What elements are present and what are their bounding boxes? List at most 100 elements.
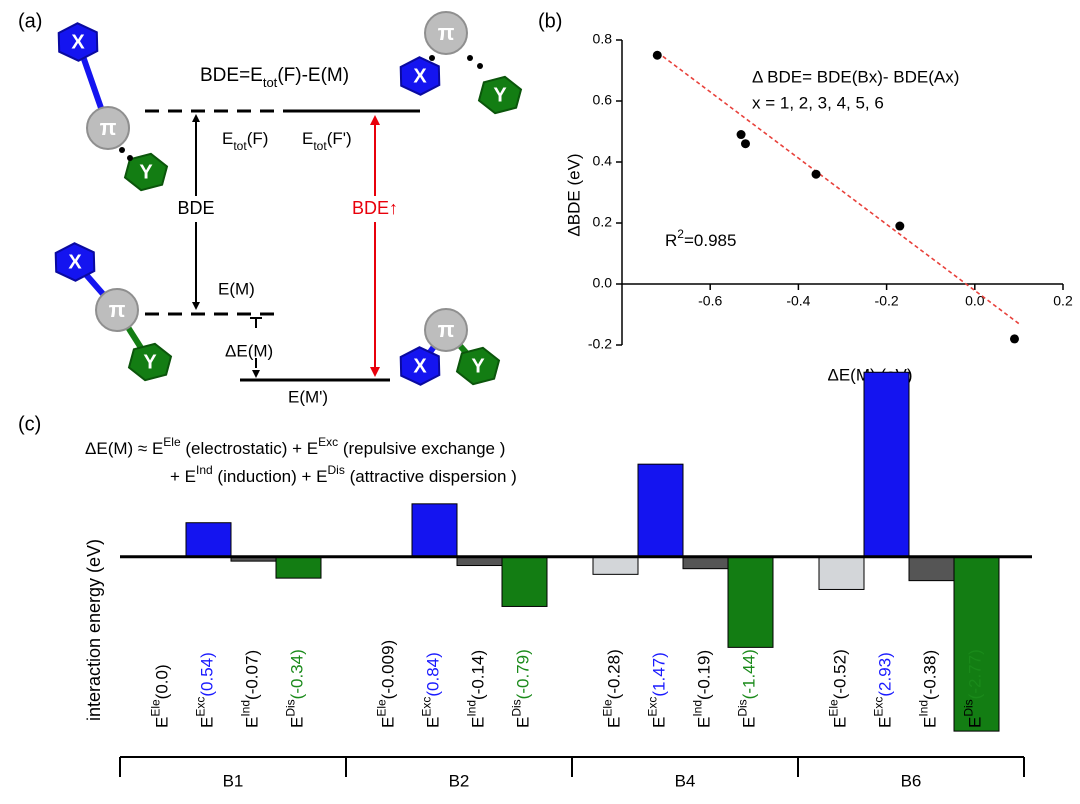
eq-part: (electrostatic) + E xyxy=(181,439,318,458)
y-tick-label: 0.4 xyxy=(593,153,613,169)
bar xyxy=(592,556,639,575)
bar xyxy=(682,556,729,570)
t-part: E xyxy=(222,129,233,148)
eq-part: (F)-E(M) xyxy=(277,65,349,86)
x-tick-label: 0.0 xyxy=(965,293,985,309)
t-sub: tot xyxy=(233,139,247,153)
label-value: (-0.19) xyxy=(695,650,714,700)
fit-line xyxy=(656,51,1020,325)
label-prefix: E xyxy=(153,717,172,728)
x-tick-label: -0.2 xyxy=(875,293,899,309)
y-tick-label: 0.0 xyxy=(593,275,613,291)
eq-part: Exc xyxy=(318,435,338,449)
ring-label: X xyxy=(68,251,82,273)
label-value: (-2.77) xyxy=(966,649,985,699)
bar-label: EDis(-0.34) xyxy=(284,649,307,728)
x-tick-label: B1 xyxy=(223,771,244,790)
x-tick-label: B4 xyxy=(675,771,696,790)
pi-core xyxy=(424,11,468,55)
panel-a: (a) BDE=Etot(F)-E(M) Etot(F) Etot(F') BD… xyxy=(18,10,523,406)
pi-core xyxy=(95,288,139,332)
eq-part: (induction) + E xyxy=(213,467,328,486)
bar-label: EExc(1.47) xyxy=(646,652,669,728)
y-axis-label: ΔBDE (eV) xyxy=(564,153,583,236)
bar-label: EDis(-2.77) xyxy=(962,649,985,728)
t-part: E xyxy=(302,129,313,148)
bar xyxy=(953,556,1000,732)
panel-label: (a) xyxy=(18,10,42,32)
bar-label: EDis(-0.79) xyxy=(510,649,533,728)
label-series: Exc xyxy=(194,697,208,717)
ring-label: Y xyxy=(493,84,507,106)
ring xyxy=(399,56,441,96)
label-prefix: E xyxy=(740,717,759,728)
label-prefix: E xyxy=(424,717,443,728)
bar-label: EEle(-0.009) xyxy=(375,640,398,728)
eq-part: (repulsive exchange ) xyxy=(338,439,505,458)
bar-label: EExc(0.54) xyxy=(194,652,217,728)
label-series: Exc xyxy=(646,697,660,717)
label-value: (-0.28) xyxy=(605,649,624,699)
pi-core xyxy=(424,308,468,352)
point xyxy=(736,130,746,140)
ring-label: X xyxy=(413,355,427,377)
panel-label: (b) xyxy=(538,10,562,32)
label-prefix: E xyxy=(605,717,624,728)
dot xyxy=(119,147,125,153)
ring xyxy=(123,152,169,192)
t-part: (F') xyxy=(327,129,352,148)
label-series: Ind xyxy=(691,700,705,717)
label-value: (-0.009) xyxy=(379,640,398,700)
point xyxy=(811,169,821,179)
label-prefix: E xyxy=(831,717,850,728)
dot xyxy=(429,55,435,61)
pi-core xyxy=(86,106,130,150)
bar xyxy=(275,556,322,579)
ring-label: Y xyxy=(139,161,153,183)
em2-label: E(M') xyxy=(288,387,328,406)
point xyxy=(652,50,662,60)
x-tick-label: B2 xyxy=(449,771,470,790)
label-value: (-0.07) xyxy=(243,650,262,700)
bar-label: EEle(-0.28) xyxy=(601,649,624,728)
bar xyxy=(185,522,232,558)
dem-label: ΔE(M) xyxy=(225,341,273,360)
ring xyxy=(477,75,523,115)
eq-part: + E xyxy=(170,467,196,486)
label-series: Ind xyxy=(239,700,253,717)
bar xyxy=(501,556,548,607)
label-series: Exc xyxy=(420,697,434,717)
equation: + EInd (induction) + EDis (attractive di… xyxy=(170,463,517,486)
annotation: x = 1, 2, 3, 4, 5, 6 xyxy=(752,93,884,112)
ring xyxy=(399,346,441,386)
ring xyxy=(455,346,501,386)
t-sub: tot xyxy=(313,139,327,153)
bar-label: EDis(-1.44) xyxy=(736,649,759,728)
eq-part: BDE=E xyxy=(200,65,263,86)
ring xyxy=(54,242,96,282)
bde-up-label: BDE↑ xyxy=(352,198,398,218)
point xyxy=(895,221,905,231)
label-series: Dis xyxy=(962,699,976,716)
label-prefix: E xyxy=(921,717,940,728)
bde-equation: BDE=Etot(F)-E(M) xyxy=(200,65,349,90)
eq-part: Ind xyxy=(196,463,213,477)
label-bg xyxy=(338,196,412,222)
bar-label: EEle(-0.52) xyxy=(827,649,850,728)
pi-label: π xyxy=(109,297,126,322)
label-value: (0.0) xyxy=(153,664,172,699)
x-tick-label: 0.2 xyxy=(1053,293,1073,309)
label-value: (0.84) xyxy=(424,652,443,696)
label-series: Ele xyxy=(601,699,615,717)
label-value: (-1.44) xyxy=(740,649,759,699)
label-series: Ele xyxy=(149,699,163,717)
y-axis-label: interaction energy (eV) xyxy=(84,539,104,721)
label-prefix: E xyxy=(288,717,307,728)
x-tick-label: -0.4 xyxy=(786,293,810,309)
t-part: (F) xyxy=(247,129,269,148)
r2-part: =0.985 xyxy=(684,231,736,250)
dot xyxy=(467,55,473,61)
label-bg xyxy=(166,196,226,222)
label-prefix: E xyxy=(198,717,217,728)
